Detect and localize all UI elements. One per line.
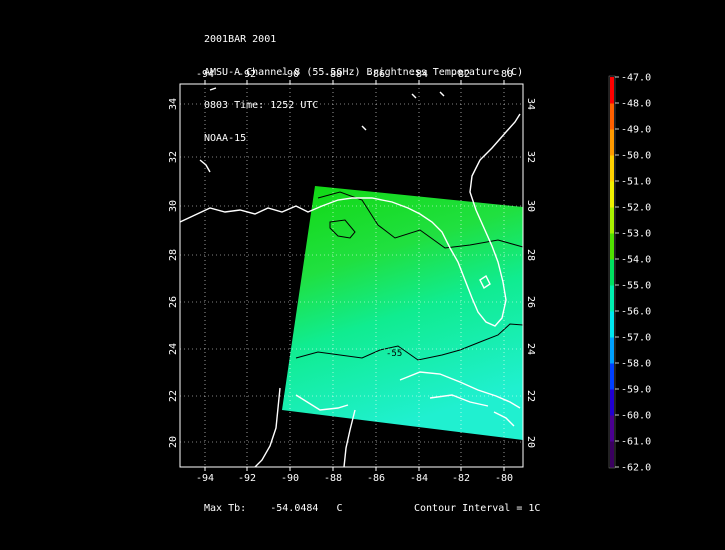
lon-label: -80 — [495, 473, 513, 484]
coastline — [179, 87, 521, 468]
colorbar-label: -47.0 — [621, 73, 651, 84]
lat-label: 22 — [168, 390, 179, 402]
colorbar-frame — [608, 75, 616, 469]
lat-label: 30 — [168, 200, 179, 212]
colorbar-segment — [610, 389, 614, 416]
lat-label: 30 — [525, 200, 536, 212]
colorbar-label: -52.0 — [621, 203, 651, 214]
colorbar-label: -51.0 — [621, 177, 651, 188]
lon-label: -82 — [452, 69, 470, 80]
lat-label: 26 — [168, 296, 179, 308]
lat-label: 34 — [168, 98, 179, 110]
lon-label: -90 — [281, 473, 299, 484]
contour-line-south — [295, 323, 524, 361]
max-tb-label: Max Tb: — [204, 503, 247, 514]
colorbar-segment — [610, 363, 614, 390]
lat-label: 26 — [525, 296, 536, 308]
colorbar-segment — [610, 103, 614, 130]
colorbar-segment — [610, 285, 614, 312]
max-tb-value: -54.0484 — [270, 503, 319, 514]
contour-interval: Contour Interval = 1C — [414, 503, 541, 514]
lat-label: 24 — [525, 343, 536, 355]
lat-label: 20 — [525, 436, 536, 448]
lon-label: -90 — [281, 69, 299, 80]
colorbar: -47.0 -48.0 -49.0 -50.0 -51.0 -52.0 -53.0 -54.0… — [608, 73, 651, 474]
colorbar-segment — [610, 311, 614, 338]
title-line-4: NOAA-15 — [204, 133, 247, 144]
colorbar-label: -56.0 — [621, 307, 651, 318]
colorbar-label: -59.0 — [621, 385, 651, 396]
max-tb-unit: C — [336, 503, 343, 514]
lat-label: 32 — [525, 151, 536, 163]
brightness-swath — [282, 186, 523, 440]
lon-labels-top: -94 -92 -90 -88 -86 -84 -82 -80 — [196, 69, 513, 80]
colorbar-label: -61.0 — [621, 437, 651, 448]
colorbar-segment — [610, 233, 614, 260]
contour-loop — [329, 219, 356, 239]
lat-label: 28 — [525, 249, 536, 261]
lon-label: -94 — [196, 69, 214, 80]
colorbar-label: -57.0 — [621, 333, 651, 344]
colorbar-segment — [610, 155, 614, 182]
lat-labels-left: 34 32 30 28 26 24 22 20 — [168, 98, 179, 448]
lon-label: -84 — [410, 69, 428, 80]
colorbar-segment — [610, 337, 614, 364]
colorbar-segment — [610, 129, 614, 156]
colorbar-label: -60.0 — [621, 411, 651, 422]
colorbar-label: -53.0 — [621, 229, 651, 240]
lat-label: 32 — [168, 151, 179, 163]
colorbar-label: -49.0 — [621, 125, 651, 136]
contour-value-label: -55 — [386, 349, 402, 359]
title-line-3: 0803 Time: 1252 UTC — [204, 100, 319, 111]
colorbar-segment — [610, 441, 614, 468]
lat-label: 34 — [525, 98, 536, 110]
colorbar-segment — [610, 77, 614, 104]
lat-label: 24 — [168, 343, 179, 355]
colorbar-label: -58.0 — [621, 359, 651, 370]
lon-label: -92 — [238, 69, 256, 80]
colorbar-segment — [610, 207, 614, 234]
lat-label: 20 — [168, 436, 179, 448]
max-tb-readout: Max Tb: -54.0484 C — [204, 503, 343, 514]
lat-labels-right: 34 32 30 28 26 24 22 20 — [525, 98, 536, 448]
lon-label: -80 — [495, 69, 513, 80]
colorbar-label: -62.0 — [621, 463, 651, 474]
colorbar-label: -48.0 — [621, 99, 651, 110]
colorbar-label: -54.0 — [621, 255, 651, 266]
map-frame — [179, 83, 524, 468]
lon-label: -84 — [410, 473, 428, 484]
colorbar-segment — [610, 259, 614, 286]
title-line-1: 2001BAR 2001 — [204, 34, 277, 45]
lon-labels-bottom: -94 -92 -90 -88 -86 -84 -82 -80 — [196, 473, 513, 484]
title-line-2: AMSU-A Channel 8 (55.5GHz) Brightness Te… — [204, 67, 524, 78]
lon-label: -88 — [324, 473, 342, 484]
lon-label: -94 — [196, 473, 214, 484]
colorbar-label: -55.0 — [621, 281, 651, 292]
lon-label: -82 — [452, 473, 470, 484]
colorbar-segment — [610, 415, 614, 442]
colorbar-label: -50.0 — [621, 151, 651, 162]
lon-label: -86 — [367, 473, 385, 484]
title-block: 2001BAR 2001 AMSU-A Channel 8 (55.5GHz) … — [204, 12, 523, 155]
lon-label: -86 — [367, 69, 385, 80]
axis-ticks — [204, 80, 505, 471]
contour-line-north — [317, 191, 524, 249]
colorbar-segment — [610, 181, 614, 208]
lat-label: 22 — [525, 390, 536, 402]
lon-label: -92 — [238, 473, 256, 484]
lon-label: -88 — [324, 69, 342, 80]
lat-label: 28 — [168, 249, 179, 261]
